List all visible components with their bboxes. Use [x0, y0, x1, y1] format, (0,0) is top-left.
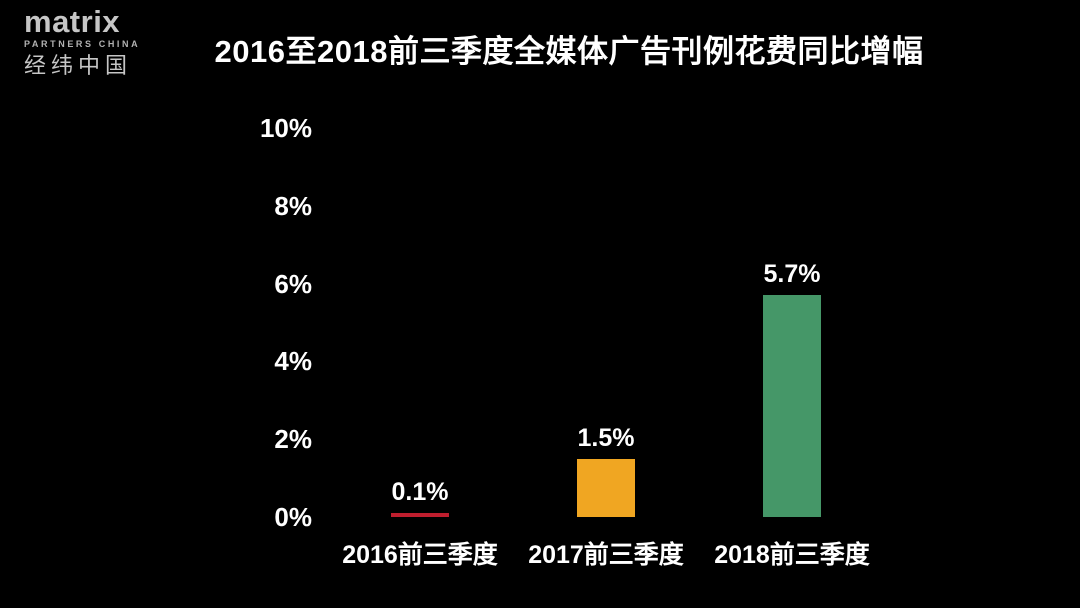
x-axis-category-label: 2018前三季度 [714, 541, 870, 569]
y-axis-tick-label: 0% [274, 502, 312, 532]
y-axis-tick-label: 6% [274, 269, 312, 299]
y-axis-tick-label: 10% [259, 113, 312, 143]
bar-2016前三季度 [391, 513, 449, 517]
y-axis-tick-label: 2% [274, 424, 312, 454]
bar-2018前三季度 [763, 295, 821, 517]
logo-chinese-text: 经纬中国 [24, 53, 133, 78]
logo-brand-text: matrix [24, 4, 121, 39]
x-axis-category-label: 2016前三季度 [342, 541, 498, 569]
bar-value-label: 5.7% [763, 260, 821, 288]
y-axis-tick-label: 8% [274, 191, 312, 221]
chart-title: 2016至2018前三季度全媒体广告刊例花费同比增幅 [214, 34, 924, 69]
bar-2017前三季度 [577, 459, 635, 517]
bar-value-label: 0.1% [391, 478, 449, 506]
logo-partners-china-text: PARTNERS CHINA [24, 39, 141, 49]
x-axis-category-label: 2017前三季度 [528, 541, 684, 569]
matrix-partners-logo: matrix PARTNERS CHINA 经纬中国 [24, 6, 140, 79]
bar-value-label: 1.5% [577, 424, 635, 452]
y-axis-tick-label: 4% [274, 346, 312, 376]
